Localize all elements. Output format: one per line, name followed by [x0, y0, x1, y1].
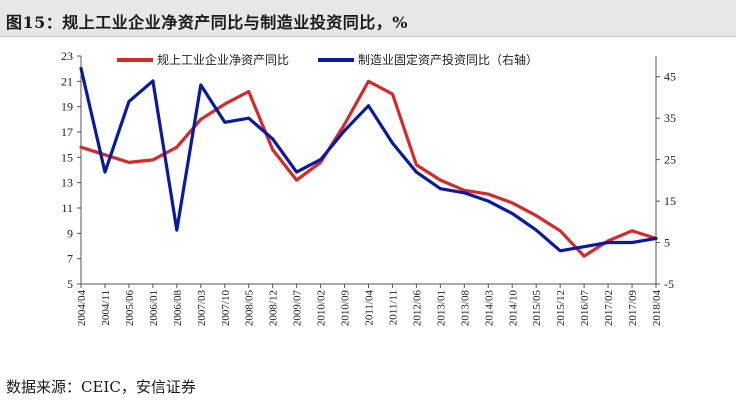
x-tick-label: 2007/03 — [196, 290, 208, 327]
legend-label: 规上工业企业净资产同比 — [157, 52, 289, 67]
x-tick-label: 2006/08 — [172, 290, 184, 327]
legend-label: 制造业固定资产投资同比（右轴） — [358, 52, 538, 67]
manufacturing-investment-line — [79, 66, 658, 253]
right-tick-label: 15 — [664, 194, 676, 208]
left-tick-label: 17 — [61, 125, 73, 139]
x-tick-label: 2010/02 — [316, 290, 328, 326]
x-tick-label: 2007/10 — [220, 290, 232, 327]
chart-axes — [77, 55, 660, 288]
x-tick-label: 2013/08 — [459, 290, 471, 327]
x-tick-label: 2009/07 — [292, 290, 304, 327]
left-tick-label: 9 — [67, 226, 73, 240]
x-tick-label: 2011/04 — [364, 290, 376, 326]
left-tick-label: 23 — [61, 49, 73, 63]
net-assets-growth-line — [79, 79, 658, 258]
right-tick-label: 25 — [664, 153, 676, 167]
left-tick-label: 19 — [61, 100, 73, 114]
x-tick-label: 2014/10 — [507, 290, 519, 327]
x-tick-label: 2017/02 — [603, 290, 615, 326]
left-tick-label: 21 — [61, 74, 73, 88]
x-tick-label: 2014/03 — [483, 290, 495, 327]
right-tick-label: 45 — [664, 70, 676, 84]
x-tick-label: 2004/11 — [100, 290, 112, 326]
tick-labels: 5 7 9 11 13 15 17 19 21 23 -5 5 15 25 35 45 2004/04 2004/… — [61, 49, 676, 326]
right-tick-label: -5 — [664, 277, 674, 291]
right-tick-label: 5 — [664, 236, 670, 250]
x-tick-label: 2017/09 — [627, 290, 639, 327]
right-tick-label: 35 — [664, 111, 676, 125]
left-tick-label: 11 — [61, 201, 73, 215]
x-tick-label: 2008/12 — [268, 290, 280, 326]
title-band — [0, 0, 736, 37]
x-tick-label: 2015/05 — [531, 290, 543, 327]
source-note: 数据来源：CEIC，安信证券 — [6, 378, 196, 396]
chart-title: 图15：规上工业企业净资产同比与制造业投资同比，% — [6, 13, 408, 32]
x-tick-label: 2011/11 — [387, 290, 399, 325]
legend: 规上工业企业净资产同比 制造业固定资产投资同比（右轴） — [117, 52, 538, 67]
left-tick-label: 5 — [67, 277, 73, 291]
x-tick-label: 2008/05 — [244, 290, 256, 327]
line-chart: 5 7 9 11 13 15 17 19 21 23 -5 5 15 25 35 45 2004/04 2004/… — [61, 49, 676, 326]
x-tick-label: 2016/07 — [579, 290, 591, 327]
x-tick-label: 2012/06 — [411, 290, 423, 327]
series-lines — [79, 66, 658, 258]
left-tick-label: 13 — [61, 176, 73, 190]
x-tick-label: 2013/01 — [435, 290, 447, 326]
left-tick-label: 7 — [67, 252, 73, 266]
x-tick-label: 2006/01 — [148, 290, 160, 326]
x-tick-label: 2015/12 — [555, 290, 567, 326]
x-tick-label: 2005/06 — [124, 290, 136, 327]
x-tick-label: 2018/04 — [651, 290, 663, 327]
x-tick-label: 2010/09 — [340, 290, 352, 327]
x-tick-label: 2004/04 — [76, 290, 88, 327]
left-tick-label: 15 — [61, 150, 73, 164]
